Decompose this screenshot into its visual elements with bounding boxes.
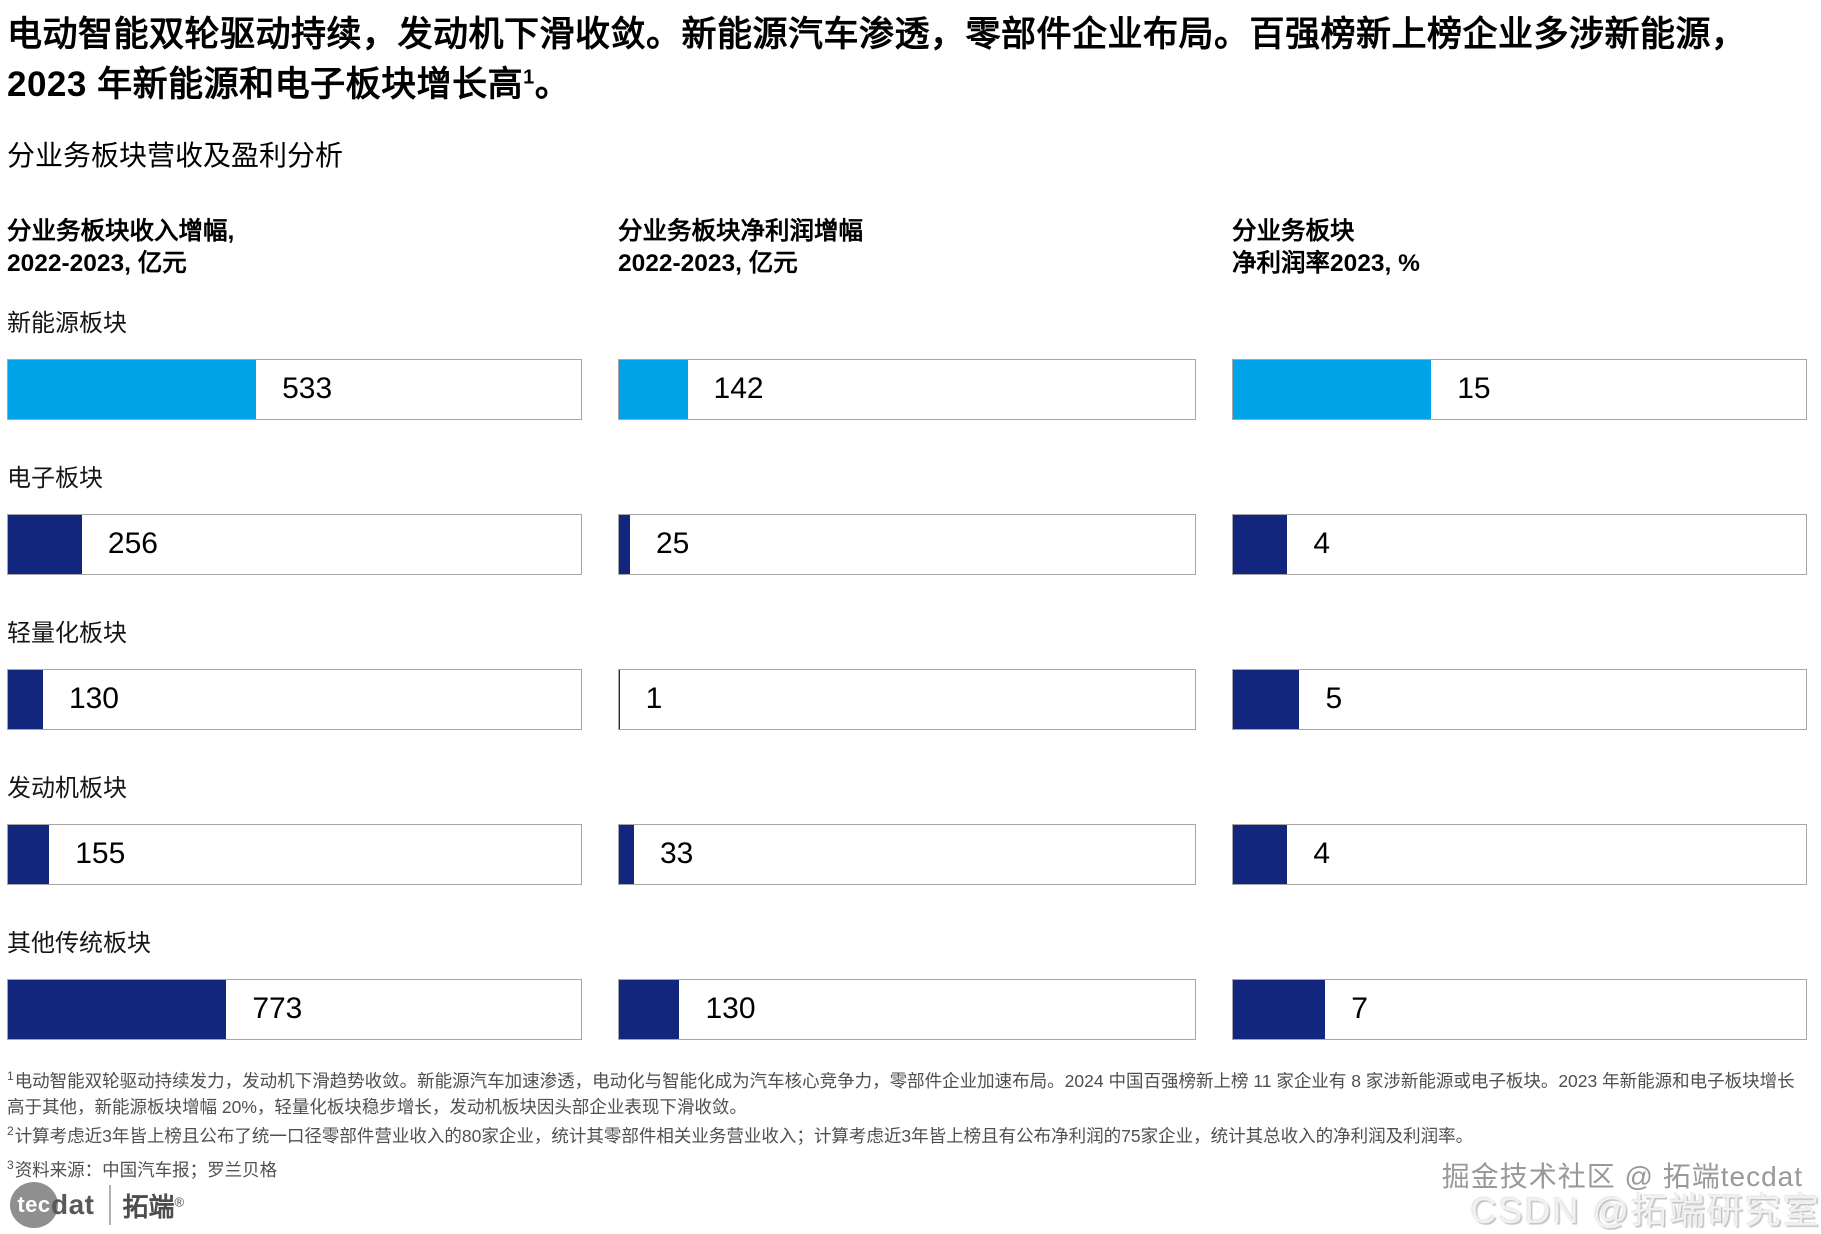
headline-tail: 。: [534, 65, 571, 105]
segment-row-lightweight: 轻量化板块 130 1 5: [7, 613, 1807, 730]
footnote-marker: 3: [7, 1158, 14, 1173]
bar-net-margin: 15: [1232, 358, 1807, 420]
bar-net-profit-growth: 1: [618, 668, 1196, 730]
bar-fill: [619, 979, 680, 1039]
bar-value: 7: [1351, 992, 1368, 1026]
watermark-juejin: 掘金技术社区 @ 拓端tecdat: [1441, 1161, 1803, 1192]
footnote-text: 计算考虑近3年皆上榜且公布了统一口径零部件营业收入的80家企业，统计其零部件相关…: [14, 1125, 1474, 1146]
footnote-source: 3资料来源：中国汽车报；罗兰贝格: [7, 1156, 1807, 1183]
category-label: 发动机板块: [7, 774, 127, 802]
footnote-marker: 1: [7, 1068, 14, 1083]
footnote-marker: 2: [7, 1124, 14, 1139]
bar-fill: [1233, 514, 1288, 574]
col-header-line2: 净利润率2023, %: [1232, 250, 1420, 278]
footnote-1: 1电动智能双轮驱动持续发力，发动机下滑趋势收敛。新能源汽车加速渗透，电动化与智能…: [7, 1067, 1807, 1120]
category-label: 新能源板块: [7, 309, 127, 337]
tecdat-brand-name: 拓端®: [123, 1187, 185, 1224]
segment-row-other-traditional: 其他传统板块 773 130 7: [7, 923, 1807, 1040]
col-header-line1: 分业务板块收入增幅,: [7, 218, 235, 246]
headline-text: 电动智能双轮驱动持续，发动机下滑收敛。新能源汽车渗透，零部件企业布局。百强榜新上…: [7, 15, 1747, 105]
headline-footnote-marker: 1: [523, 66, 535, 89]
bar-value: 15: [1457, 372, 1491, 406]
category-label: 电子板块: [7, 464, 103, 492]
bar-fill: [619, 514, 630, 574]
bar-revenue-growth: 533: [7, 358, 582, 420]
bar-revenue-growth: 130: [7, 668, 582, 730]
bar-value: 25: [655, 527, 690, 561]
bar-net-profit-growth: 142: [618, 358, 1196, 420]
bar-fill: [619, 359, 688, 419]
bar-value: 256: [107, 527, 158, 561]
footnote-2: 2计算考虑近3年皆上榜且公布了统一口径零部件营业收入的80家企业，统计其零部件相…: [7, 1122, 1807, 1149]
registered-mark: ®: [174, 1193, 185, 1209]
bar-value: 773: [252, 992, 303, 1026]
bar-net-margin: 5: [1232, 668, 1807, 730]
segment-row-engine: 发动机板块 155 33 4: [7, 768, 1807, 885]
bar-fill: [8, 824, 50, 884]
page-title: 电动智能双轮驱动持续，发动机下滑收敛。新能源汽车渗透，零部件企业布局。百强榜新上…: [7, 10, 1807, 110]
bar-net-margin: 7: [1232, 978, 1807, 1040]
bar-fill: [1233, 979, 1326, 1039]
bar-fill: [8, 669, 43, 729]
bar-value: 533: [282, 372, 333, 406]
col-header-net-margin: 分业务板块 净利润率2023, %: [1232, 216, 1807, 281]
col-header-net-profit-growth: 分业务板块净利润增幅 2022-2023, 亿元: [618, 216, 1196, 281]
bar-value: 4: [1313, 837, 1331, 871]
bar-revenue-growth: 256: [7, 513, 582, 575]
bar-value: 155: [75, 837, 126, 871]
bar-revenue-growth: 773: [7, 978, 582, 1040]
bar-value: 5: [1325, 682, 1343, 716]
bar-fill: [1233, 669, 1300, 729]
col-header-revenue-growth: 分业务板块收入增幅, 2022-2023, 亿元: [7, 216, 582, 281]
bar-fill: [8, 359, 257, 419]
tecdat-logo: tec dat 拓端®: [10, 1182, 184, 1228]
footnote-text: 电动智能双轮驱动持续发力，发动机下滑趋势收敛。新能源汽车加速渗透，电动化与智能化…: [7, 1070, 1795, 1117]
col-header-line2: 2022-2023, 亿元: [7, 250, 187, 278]
segment-row-electronics: 电子板块 256 25 4: [7, 458, 1807, 575]
bar-value: 4: [1313, 527, 1331, 561]
bar-value: 33: [659, 837, 694, 871]
bar-fill: [619, 824, 634, 884]
bar-net-margin: 4: [1232, 513, 1807, 575]
tecdat-logo-circle: tec: [10, 1182, 58, 1228]
bar-net-profit-growth: 33: [618, 823, 1196, 885]
bar-fill: [619, 669, 620, 729]
bar-fill: [1233, 824, 1288, 884]
brand-text: 拓端: [122, 1191, 175, 1222]
bar-value: 130: [68, 682, 119, 716]
section-title: 分业务板块营收及盈利分析: [7, 140, 344, 172]
watermark-csdn: CSDN @拓端研究室: [1470, 1190, 1821, 1231]
bar-fill: [8, 514, 82, 574]
bar-net-profit-growth: 130: [618, 978, 1196, 1040]
category-label: 轻量化板块: [7, 619, 127, 647]
col-header-line2: 2022-2023, 亿元: [618, 250, 798, 278]
category-label: 其他传统板块: [7, 929, 151, 957]
segment-row-new-energy: 新能源板块 533 142 15: [7, 303, 1807, 420]
bar-value: 130: [705, 992, 756, 1026]
bar-revenue-growth: 155: [7, 823, 582, 885]
col-header-line1: 分业务板块净利润增幅: [618, 218, 863, 246]
tecdat-logo-text: dat: [51, 1189, 95, 1220]
bar-value: 142: [713, 372, 764, 406]
footnotes: 1电动智能双轮驱动持续发力，发动机下滑趋势收敛。新能源汽车加速渗透，电动化与智能…: [7, 1067, 1807, 1183]
bar-fill: [8, 979, 227, 1039]
logo-divider: [108, 1185, 111, 1225]
bar-net-profit-growth: 25: [618, 513, 1196, 575]
bar-net-margin: 4: [1232, 823, 1807, 885]
column-headers: 分业务板块收入增幅, 2022-2023, 亿元 分业务板块净利润增幅 2022…: [7, 174, 1807, 281]
footnote-text: 资料来源：中国汽车报；罗兰贝格: [14, 1159, 278, 1180]
bar-value: 1: [645, 682, 663, 716]
bar-fill: [1233, 359, 1432, 419]
col-header-line1: 分业务板块: [1232, 218, 1355, 246]
